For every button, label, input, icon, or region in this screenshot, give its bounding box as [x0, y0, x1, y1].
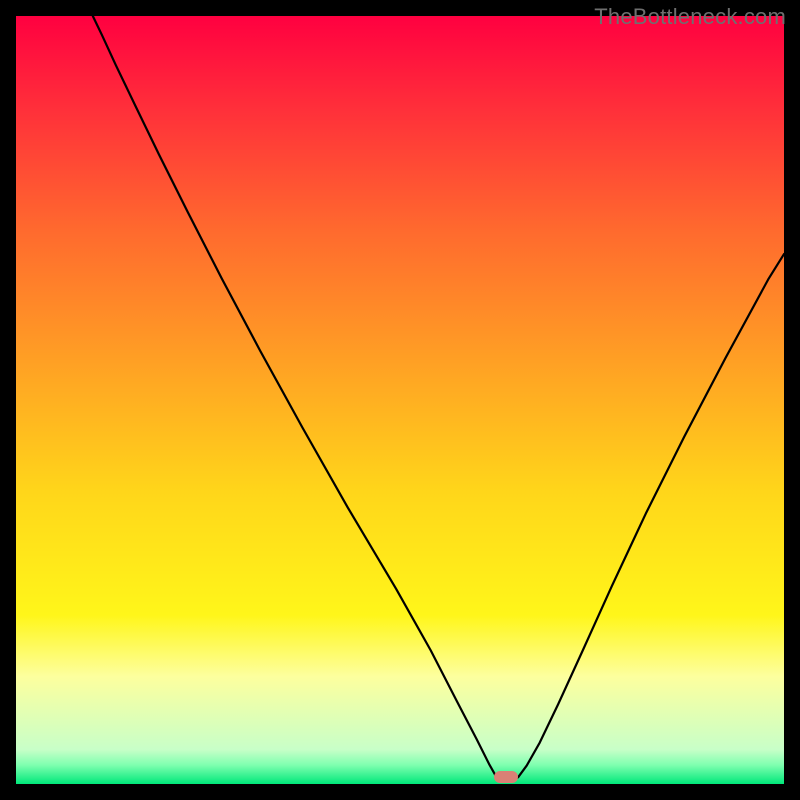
plot-area — [16, 16, 784, 784]
bottleneck-curve — [93, 16, 784, 782]
curve-layer — [16, 16, 784, 784]
min-marker — [494, 771, 519, 783]
chart-stage: TheBottleneck.com — [0, 0, 800, 800]
watermark-text: TheBottleneck.com — [594, 4, 786, 30]
